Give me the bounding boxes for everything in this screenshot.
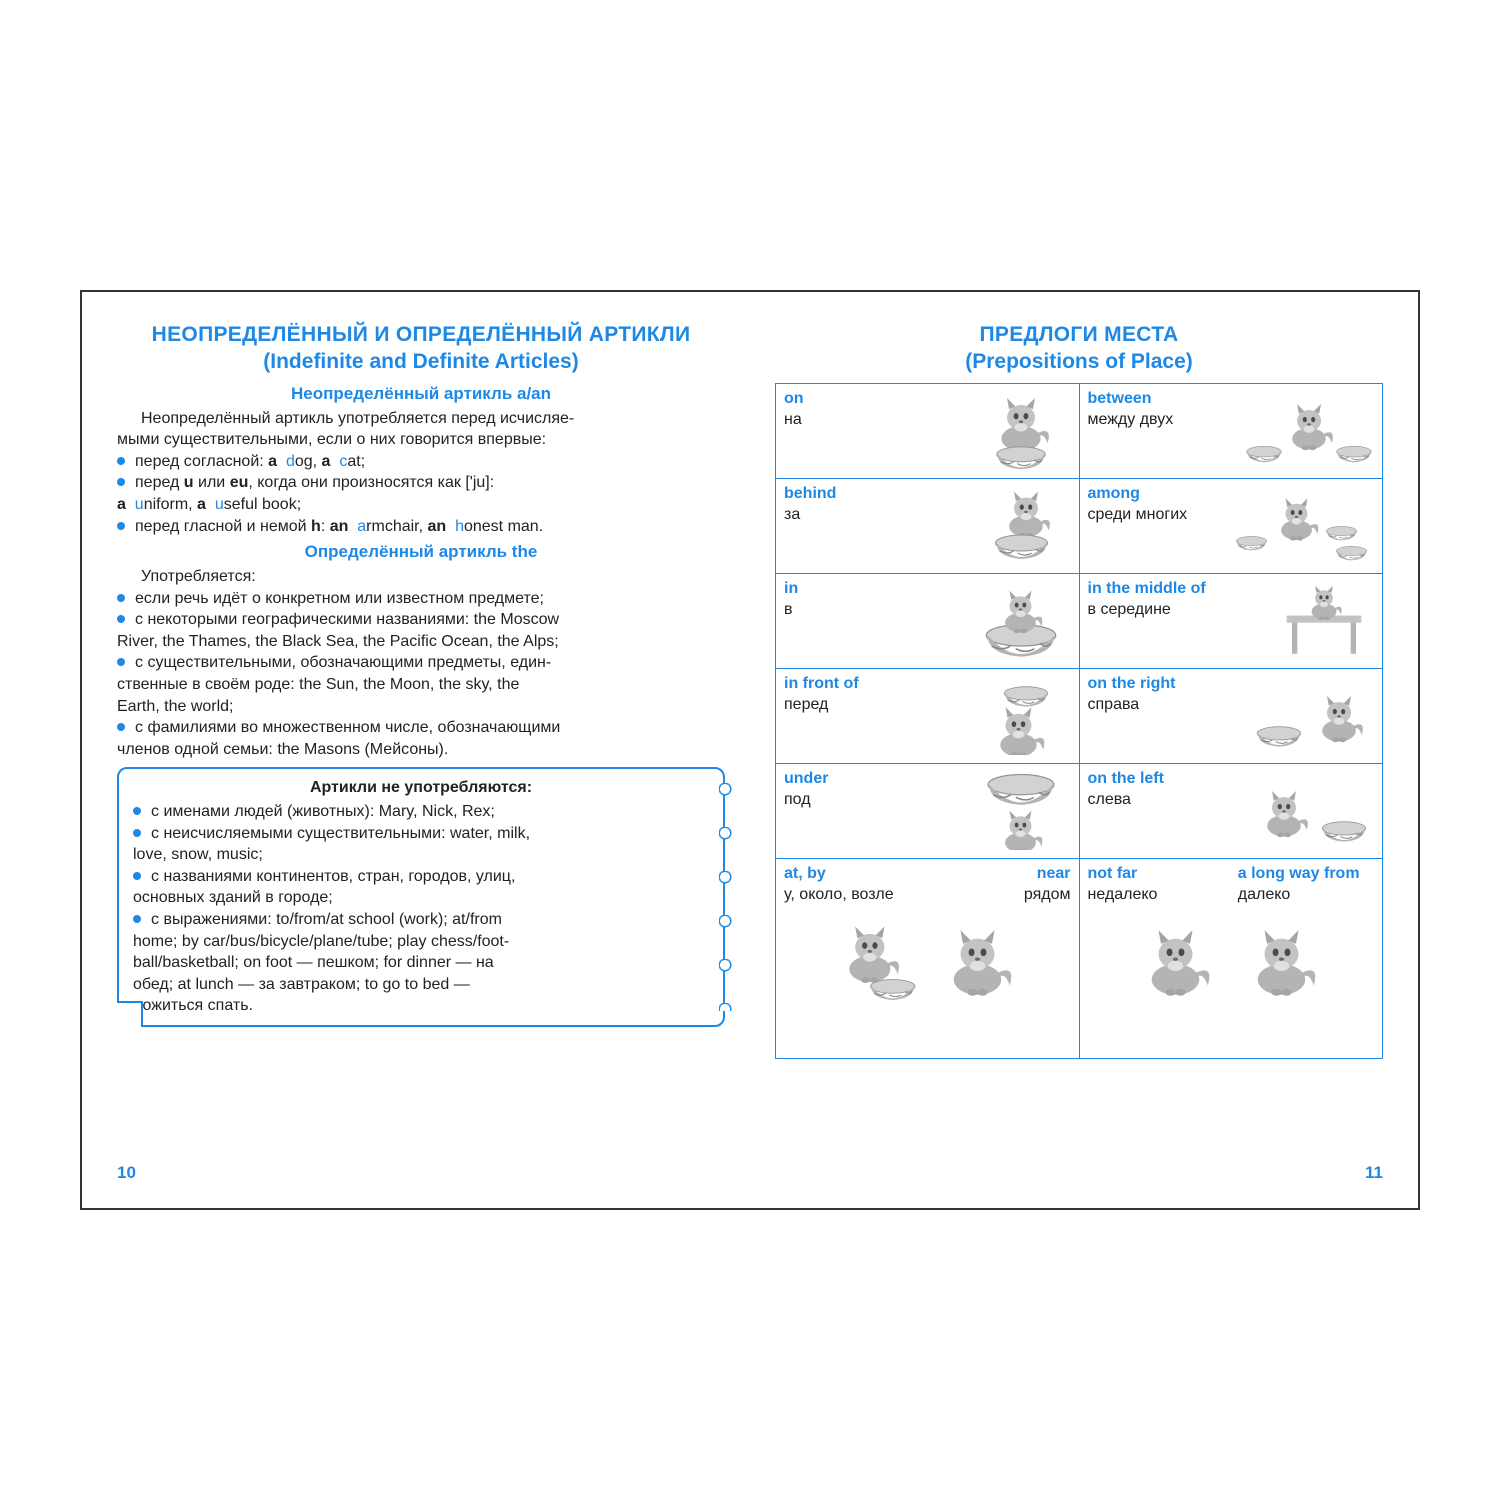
- note-b4-line3: ball/basketball; on foot — пешком; for d…: [133, 952, 709, 974]
- left-title: НЕОПРЕДЕЛЁННЫЙ И ОПРЕДЕЛЁННЫЙ АРТИКЛИ: [117, 322, 725, 348]
- cat-middle-icon: [1274, 580, 1374, 660]
- note-title: Артикли не употребляются:: [133, 777, 709, 799]
- left-subtitle: (Indefinite and Definite Articles): [117, 348, 725, 376]
- bullet-u-eu: перед u или eu, когда они произносятся к…: [117, 472, 725, 494]
- page-number-10: 10: [117, 1162, 136, 1185]
- bullet-icon: [117, 723, 125, 731]
- note-b2-line2: love, snow, music;: [133, 844, 709, 866]
- def-b4: с фамилиями во множественном числе, обоз…: [117, 717, 725, 739]
- def-b3: с существительными, обозначающими предме…: [117, 652, 725, 674]
- bullet-icon: [117, 522, 125, 530]
- cat-front-icon: [971, 675, 1071, 755]
- cat-near-icon: [930, 912, 1030, 1007]
- cell-left: on the left слева: [1079, 763, 1383, 858]
- def-b1: если речь идёт о конкретном или известно…: [117, 588, 725, 610]
- intro-line1: Неопределённый артикль употребляется пер…: [117, 408, 725, 430]
- def-b2-line2: River, the Thames, the Black Sea, the Pa…: [117, 631, 725, 653]
- note-b1: с именами людей (животных): Mary, Nick, …: [133, 801, 709, 823]
- def-use: Употребляется:: [117, 566, 725, 588]
- folded-corner-icon: [117, 1001, 143, 1027]
- bullet-icon: [133, 915, 141, 923]
- def-b4-line2: членов одной семьи: the Masons (Мейсоны)…: [117, 739, 725, 761]
- def-b2: с некоторыми географическими названиями:…: [117, 609, 725, 631]
- cell-middle: in the middle of в середине: [1079, 573, 1383, 668]
- cat-atby-icon: [824, 912, 924, 1007]
- bullet-u-eu-line2: a uniform, a useful book;: [117, 494, 725, 516]
- cat-on-icon: [971, 390, 1071, 470]
- page-11: ПРЕДЛОГИ МЕСТА (Prepositions of Place) o…: [750, 317, 1418, 1183]
- bullet-icon: [133, 872, 141, 880]
- def-b3-line3: Earth, the world;: [117, 696, 725, 718]
- cat-along-icon: [1234, 912, 1334, 1007]
- section-def: Определённый артикль the: [117, 541, 725, 564]
- def-b3-line2: ственные в своём роде: the Sun, the Moon…: [117, 674, 725, 696]
- cat-right-icon: [1254, 675, 1374, 755]
- cat-among-icon: [1234, 485, 1374, 565]
- note-b2: с неисчисляемыми существительными: water…: [133, 823, 709, 845]
- cat-behind-icon: [971, 485, 1071, 565]
- page-number-11: 11: [1365, 1162, 1383, 1185]
- right-title: ПРЕДЛОГИ МЕСТА: [775, 322, 1383, 348]
- note-b4-line2: home; by car/bus/bicycle/plane/tube; pla…: [133, 931, 709, 953]
- right-subtitle: (Prepositions of Place): [775, 348, 1383, 376]
- cell-between: between между двух: [1079, 383, 1383, 478]
- cell-atby-near: at, by у, около, возле near рядом: [776, 858, 1080, 1058]
- cat-between-icon: [1244, 390, 1374, 470]
- book-spread: НЕОПРЕДЕЛЁННЫЙ И ОПРЕДЕЛЁННЫЙ АРТИКЛИ (I…: [80, 290, 1420, 1210]
- bullet-icon: [133, 829, 141, 837]
- prepositions-table: on на between между двух behind за amon: [775, 383, 1383, 1059]
- cell-under: under под: [776, 763, 1080, 858]
- cell-among: among среди многих: [1079, 478, 1383, 573]
- cell-behind: behind за: [776, 478, 1080, 573]
- cell-front: in front of перед: [776, 668, 1080, 763]
- cat-in-icon: [971, 580, 1071, 660]
- cell-on: on на: [776, 383, 1080, 478]
- intro-line2: мыми существительными, если о них говори…: [117, 429, 725, 451]
- cat-notfar-icon: [1128, 912, 1228, 1007]
- bullet-icon: [117, 457, 125, 465]
- bullet-icon: [117, 658, 125, 666]
- note-b3-line2: основных зданий в городе;: [133, 887, 709, 909]
- bullet-consonant: перед согласной: a dog, a cat;: [117, 451, 725, 473]
- bullet-icon: [117, 478, 125, 486]
- page-10: НЕОПРЕДЕЛЁННЫЙ И ОПРЕДЕЛЁННЫЙ АРТИКЛИ (I…: [82, 317, 750, 1183]
- cat-under-icon: [971, 770, 1071, 850]
- cell-in: in в: [776, 573, 1080, 668]
- note-b4-line4: обед; at lunch — за завтраком; to go to …: [133, 974, 709, 996]
- cell-notfar-along: not far недалеко a long way from далеко: [1079, 858, 1383, 1058]
- bullet-vowel-h: перед гласной и немой h: an armchair, an…: [117, 516, 725, 538]
- cell-right: on the right справа: [1079, 668, 1383, 763]
- note-b3: с названиями континентов, стран, городов…: [133, 866, 709, 888]
- cat-left-icon: [1254, 770, 1374, 850]
- note-b4-line5: ложиться спать.: [133, 995, 709, 1017]
- bullet-icon: [133, 807, 141, 815]
- note-box: Артикли не употребляются: с именами люде…: [117, 767, 725, 1027]
- bullet-icon: [117, 594, 125, 602]
- section-indef: Неопределённый артикль a/an: [117, 383, 725, 406]
- bullet-icon: [117, 615, 125, 623]
- note-b4: с выражениями: to/from/at school (work);…: [133, 909, 709, 931]
